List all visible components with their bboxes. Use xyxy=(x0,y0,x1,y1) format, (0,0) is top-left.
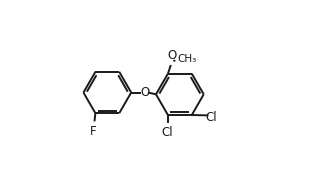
Text: CH₃: CH₃ xyxy=(177,54,197,64)
Text: F: F xyxy=(90,125,97,138)
Text: O: O xyxy=(167,49,176,62)
Text: O: O xyxy=(140,86,149,99)
Text: Cl: Cl xyxy=(206,111,217,124)
Text: Cl: Cl xyxy=(161,126,173,139)
